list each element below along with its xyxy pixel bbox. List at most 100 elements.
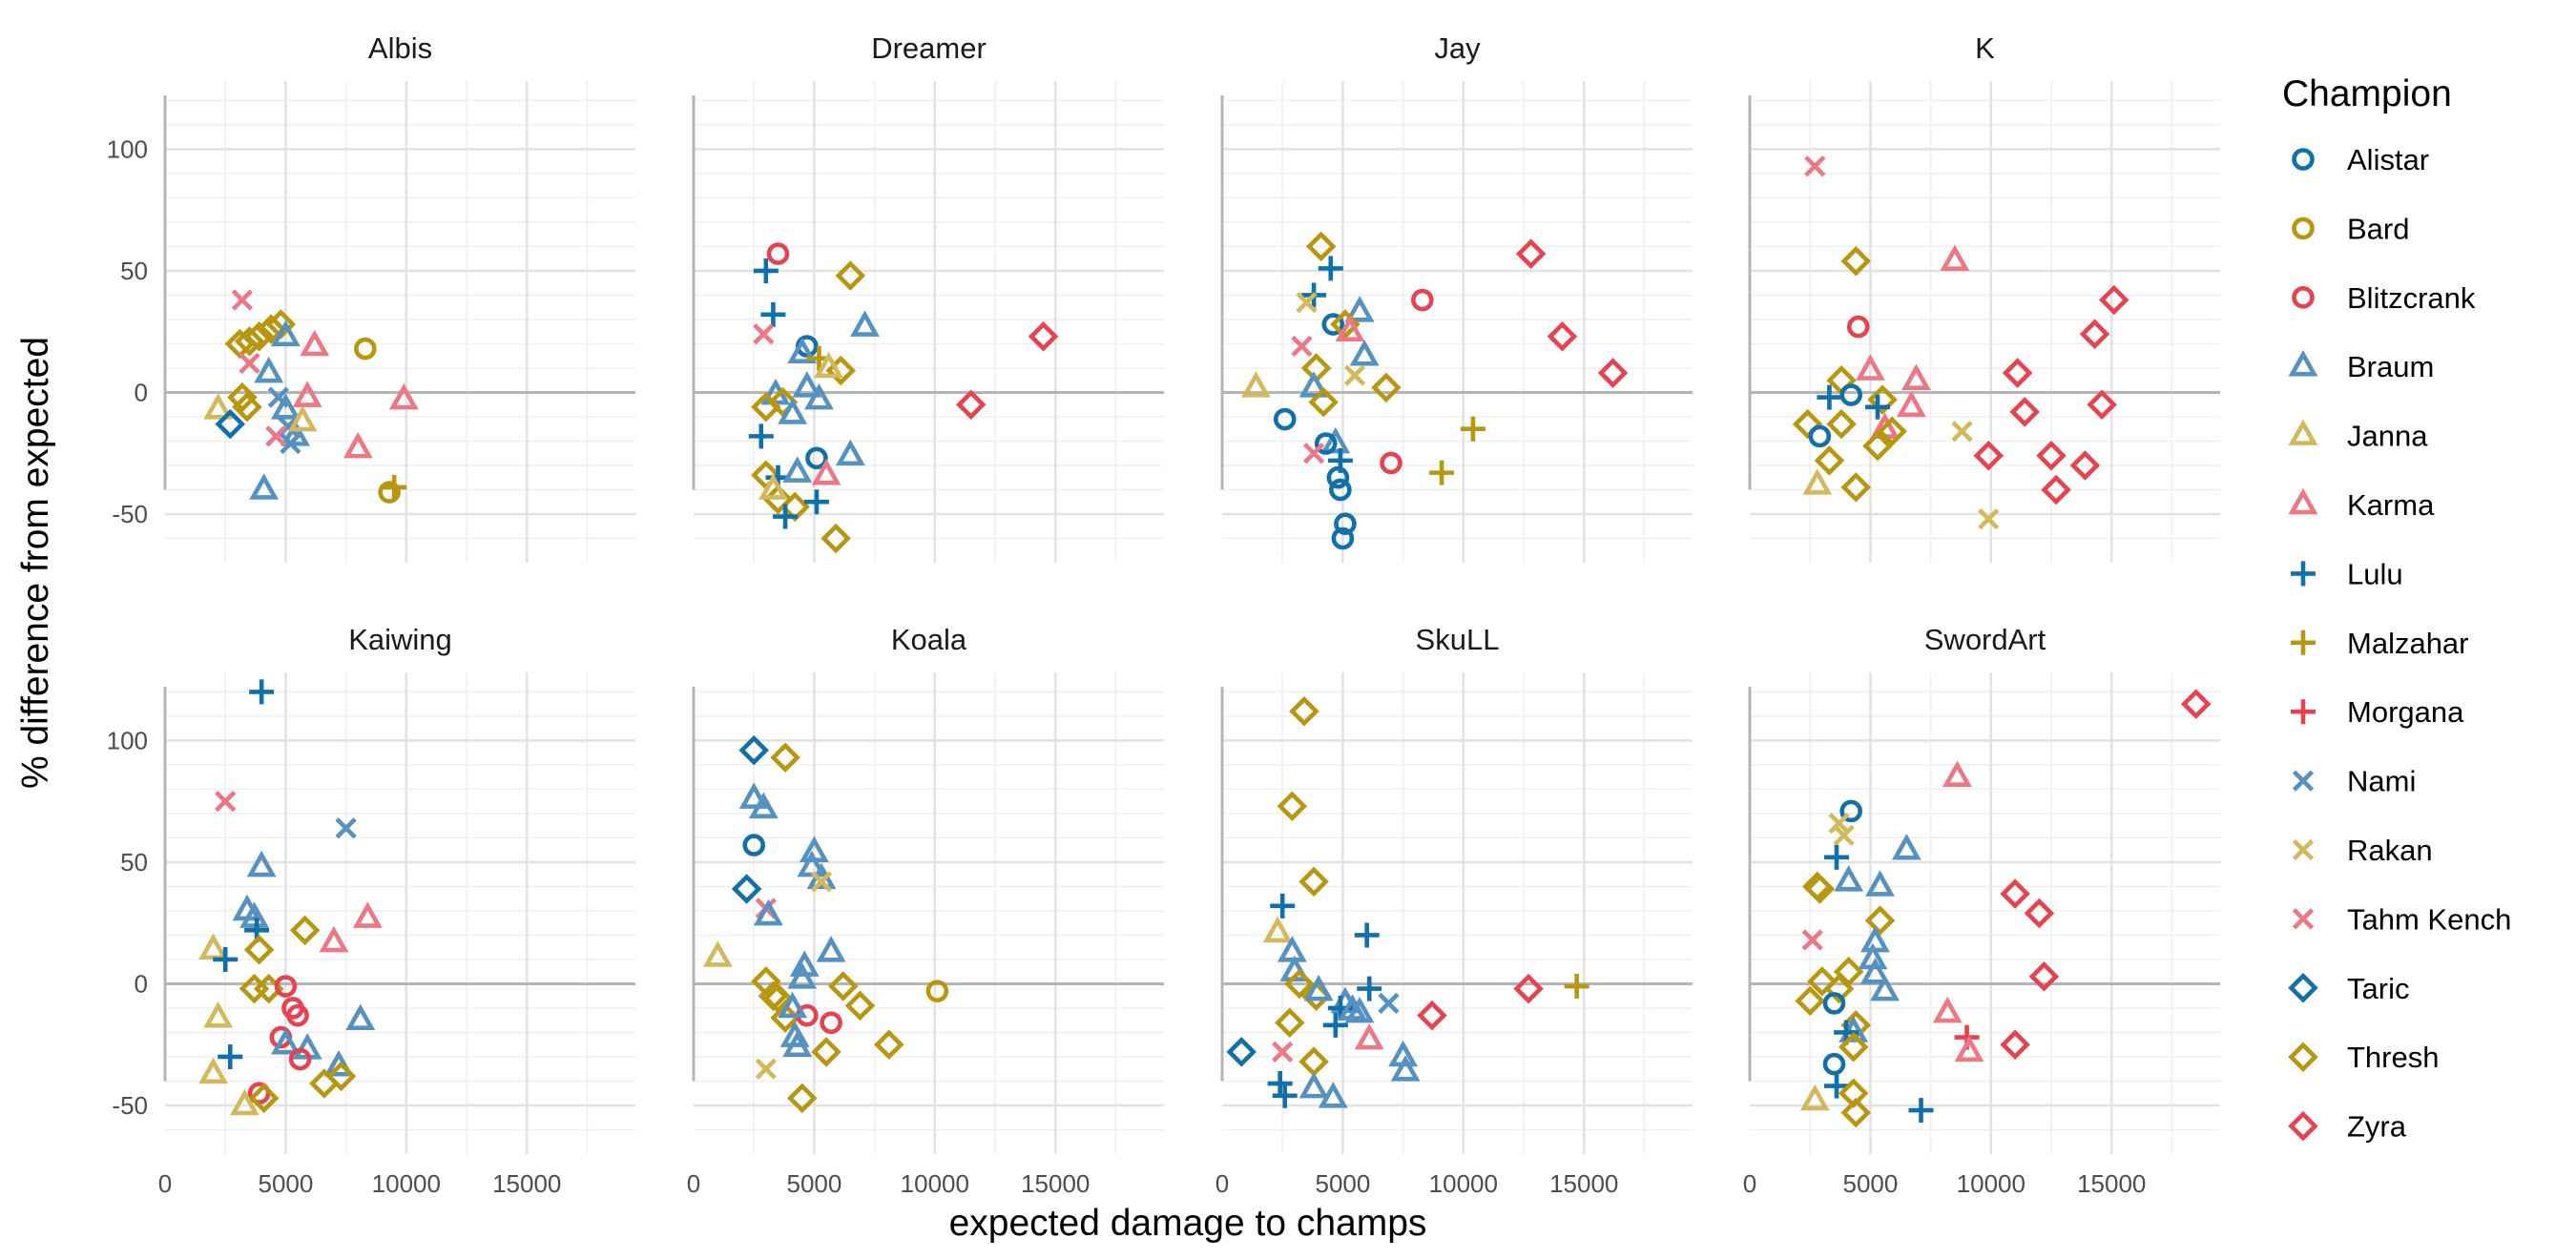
point-zyra <box>2028 961 2060 992</box>
point-zyra <box>2087 389 2117 420</box>
point-braum <box>804 382 834 410</box>
point-karma <box>1855 354 1885 381</box>
point-thresh <box>767 386 799 418</box>
point-braum <box>1344 296 1375 322</box>
legend-item-alistar: Alistar <box>2292 143 2429 176</box>
point-zyra <box>1515 238 1547 269</box>
point-braum <box>850 310 880 337</box>
legend-key-circle <box>2292 285 2315 309</box>
x-tick-label: 5000 <box>786 1169 841 1198</box>
point-braum <box>1860 925 1890 953</box>
point-zyra <box>2009 397 2040 427</box>
point-malzahar <box>1429 460 1455 485</box>
point-karma <box>352 901 383 928</box>
point-lulu <box>1354 922 1380 948</box>
x-tick-label: 15000 <box>2077 1169 2146 1198</box>
point-braum <box>787 337 818 363</box>
legend-item-taric: Taric <box>2288 972 2409 1005</box>
point-alistar <box>1839 799 1862 823</box>
point-rakan <box>1343 364 1366 386</box>
point-alistar <box>1822 1052 1846 1076</box>
point-zyra <box>2000 1029 2030 1060</box>
point-alistar <box>742 834 766 857</box>
legend-item-bard: Bard <box>2292 212 2409 245</box>
point-rakan <box>1828 813 1850 835</box>
point-braum <box>792 371 822 398</box>
point-thresh <box>1298 866 1329 898</box>
point-alistar <box>1839 383 1862 406</box>
y-axis-title: % difference from expected <box>15 337 56 789</box>
point-zyra <box>1028 321 1059 352</box>
panel-jay: Jay <box>1220 31 1693 563</box>
legend-key-diamond <box>2288 973 2318 1003</box>
legend-key-circle <box>2292 217 2315 240</box>
legend-item-nami: Nami <box>2292 765 2416 798</box>
point-thresh <box>1275 1007 1305 1039</box>
point-alistar <box>1326 465 1350 489</box>
point-braum <box>239 901 269 928</box>
y-tick-label: 0 <box>135 969 148 998</box>
legend-item-rakan: Rakan <box>2292 834 2433 867</box>
point-lulu <box>213 946 239 972</box>
legend-key-triangle <box>2288 349 2318 377</box>
legend-label: Tahm Kench <box>2347 902 2511 936</box>
legend-item-zyra: Zyra <box>2288 1110 2407 1144</box>
legend-label: Lulu <box>2347 557 2403 590</box>
legend-key-cross <box>2292 908 2315 930</box>
y-tick-label: -50 <box>112 500 148 528</box>
point-alistar <box>1273 407 1297 431</box>
point-thresh <box>1840 472 1871 503</box>
point-lulu <box>748 423 774 449</box>
point-rakan <box>755 1058 777 1080</box>
point-janna <box>287 404 318 432</box>
point-thresh <box>787 1083 818 1114</box>
point-rakan <box>1951 421 1973 443</box>
panel-title: SwordArt <box>1924 623 2046 656</box>
point-zyra <box>2099 284 2129 316</box>
point-thresh <box>1305 231 1337 262</box>
point-braum <box>1298 371 1329 398</box>
point-lulu <box>1272 1083 1298 1108</box>
point-taric <box>1226 1037 1257 1067</box>
point-braum <box>1344 996 1375 1023</box>
point-lulu <box>1267 1071 1293 1097</box>
point-thresh <box>243 321 275 352</box>
point-thresh <box>232 392 262 423</box>
legend: Champion Alistar Bard Blitzcrank Braum Janna… <box>2282 73 2511 1144</box>
point-braum <box>1891 833 1922 860</box>
point-lulu <box>1864 394 1890 420</box>
point-thresh <box>1826 408 1857 440</box>
point-blitzcrank <box>288 1047 312 1071</box>
y-tick-label: 50 <box>120 848 148 877</box>
point-janna <box>198 1057 228 1084</box>
point-braum <box>249 473 280 500</box>
point-thresh <box>1284 968 1315 1000</box>
point-braum <box>246 850 277 877</box>
legend-title: Champion <box>2282 73 2452 114</box>
point-braum <box>816 936 846 962</box>
point-malzahar <box>382 474 407 500</box>
point-thresh <box>325 1061 357 1092</box>
legend-label: Alistar <box>2347 143 2429 176</box>
panel-kaiwing: Kaiwing -50 0 50 100 0 5000 10000 15000 <box>107 623 635 1198</box>
point-zyra <box>1513 973 1544 1004</box>
point-braum <box>738 782 769 809</box>
legend-key-plus <box>2291 561 2316 587</box>
x-tick-label: 0 <box>1743 1169 1756 1198</box>
point-karma <box>1901 363 1931 391</box>
point-rakan <box>810 871 833 893</box>
legend-key-plus <box>2291 630 2316 655</box>
panels: Albis -50 0 50 100 Dreamer Jay K Kaiwing -50 0 50 10… <box>107 31 2220 1198</box>
point-alistar <box>1321 313 1345 336</box>
point-lulu <box>249 679 275 705</box>
point-thresh <box>248 1083 280 1114</box>
panel-koala: Koala 0 5000 10000 15000 <box>687 623 1164 1198</box>
point-bard <box>925 980 949 1002</box>
point-alistar <box>1334 512 1357 535</box>
point-lulu <box>760 301 786 327</box>
point-zyra <box>2069 450 2101 481</box>
x-tick-label: 15000 <box>492 1169 561 1198</box>
panel-title: Koala <box>891 623 967 656</box>
point-nami <box>280 432 301 455</box>
point-thresh <box>1867 384 1898 415</box>
